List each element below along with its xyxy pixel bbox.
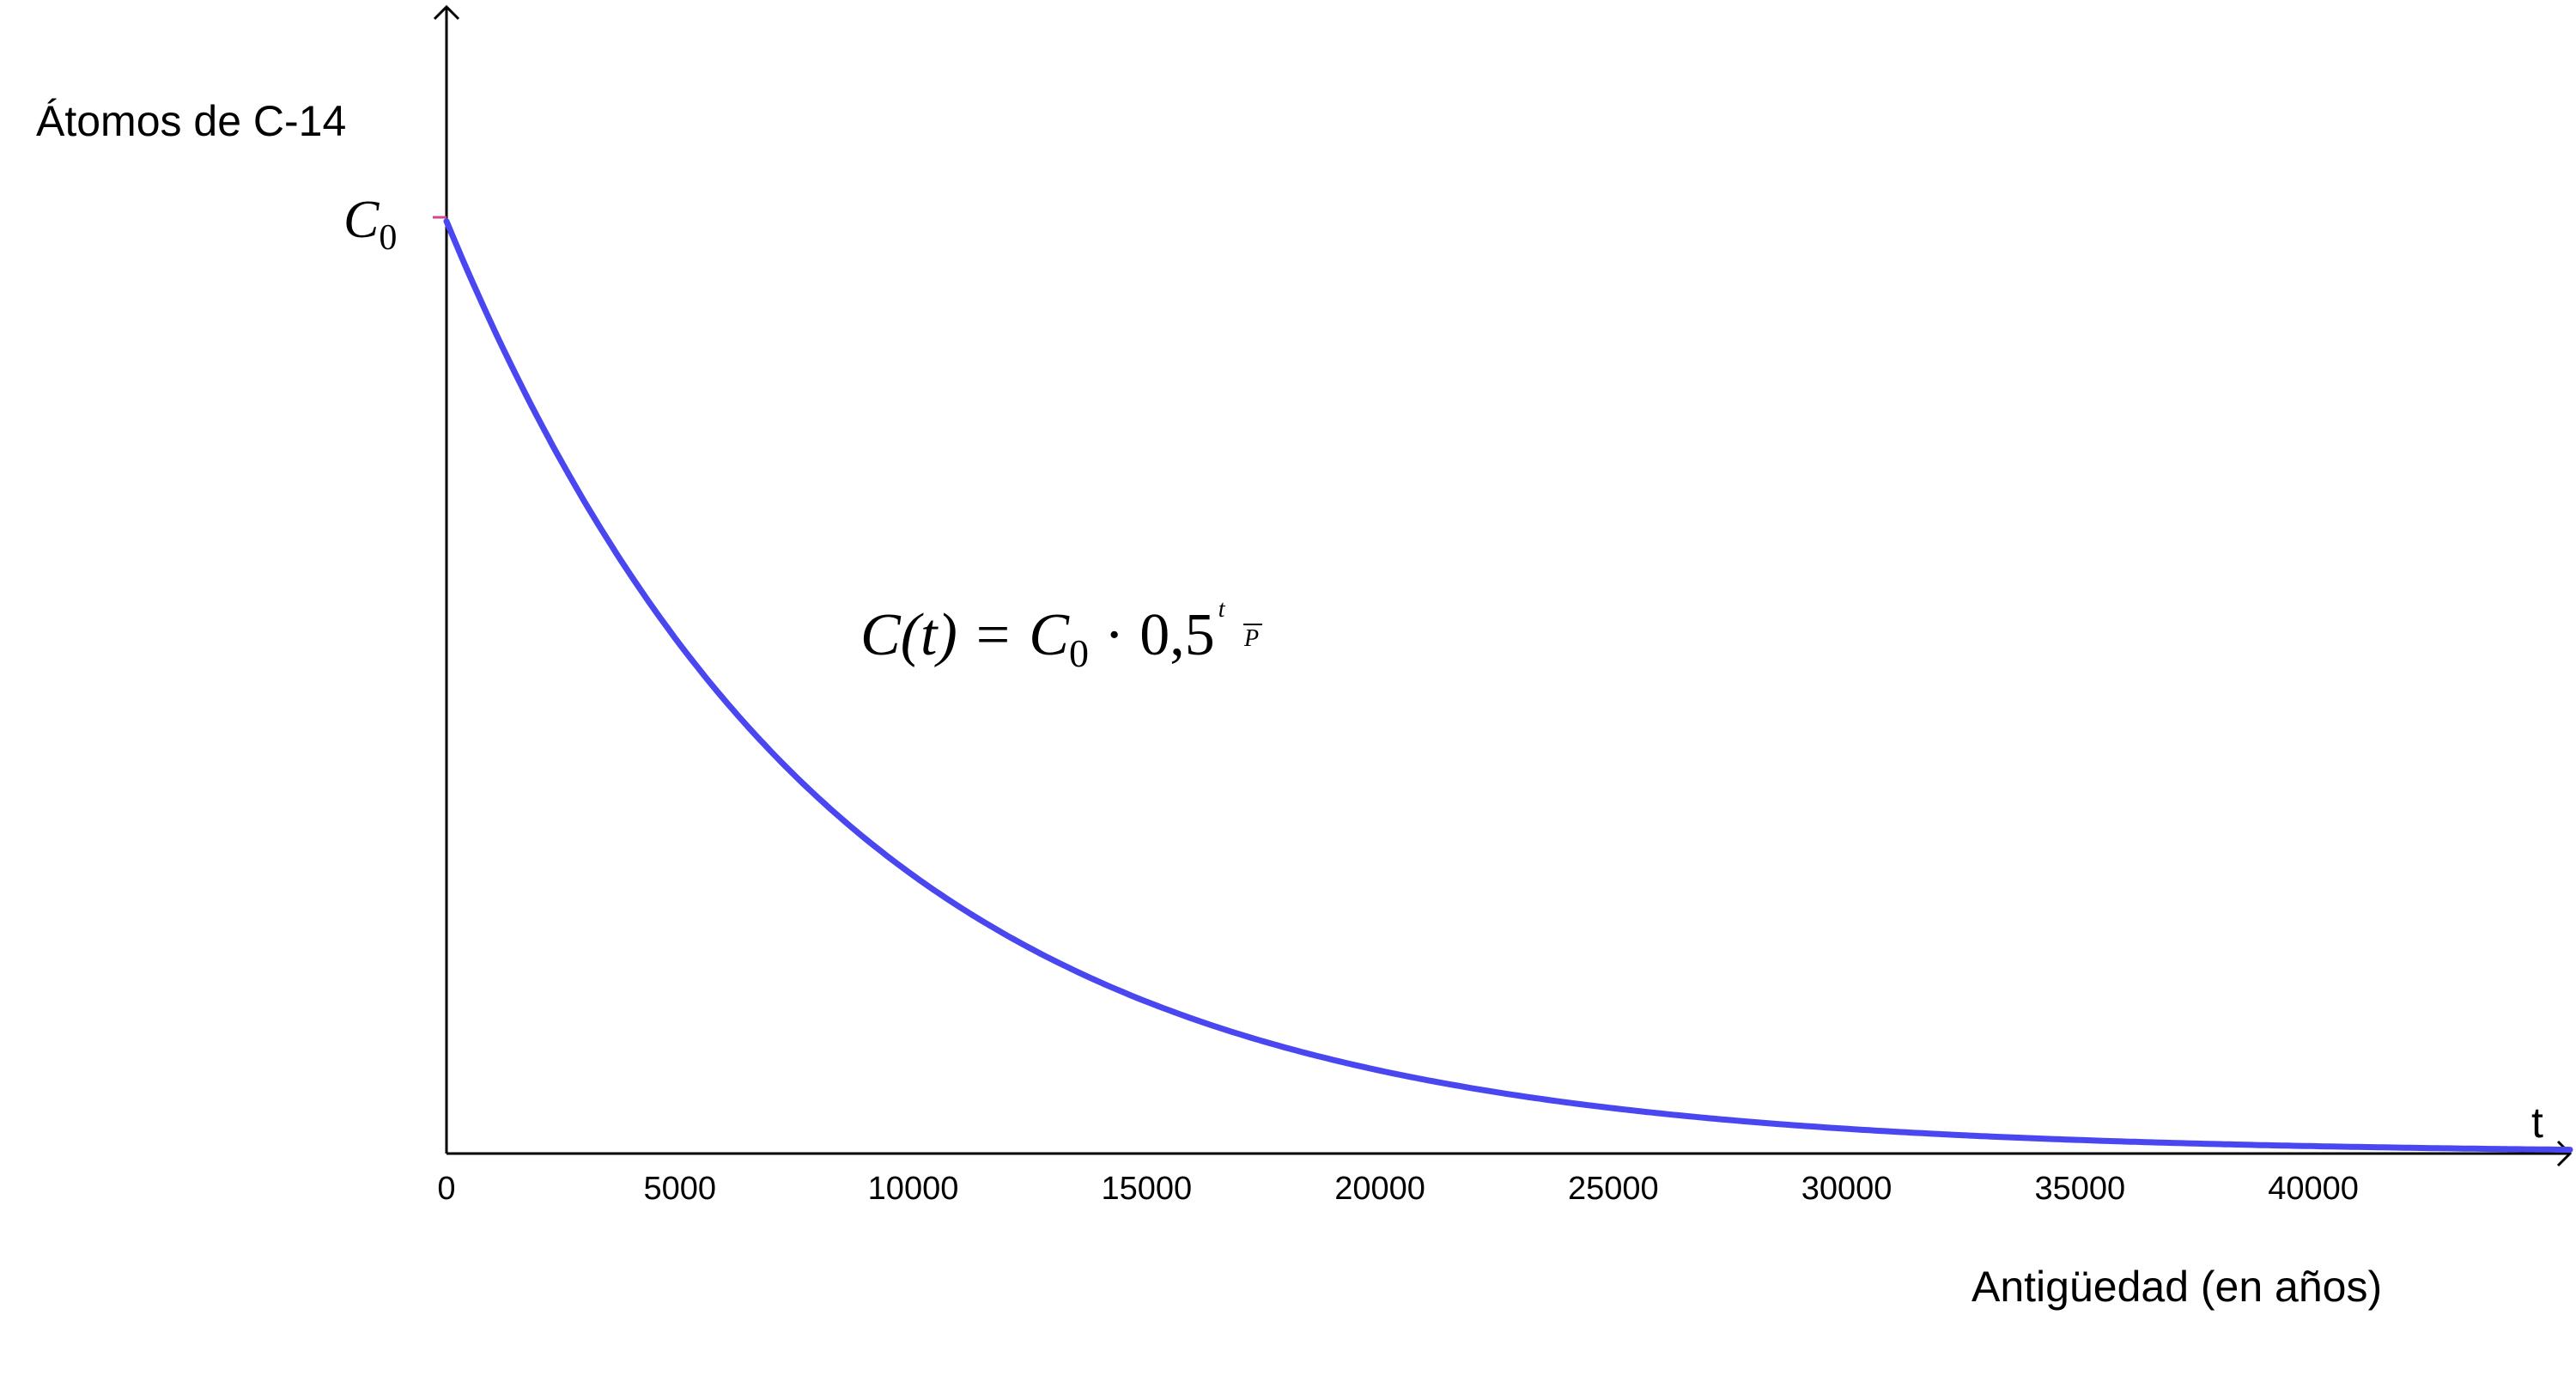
x-tick-label: 25000 (1568, 1171, 1659, 1207)
y-tick-label-c0: C0 (343, 191, 397, 258)
x-tick-label: 0 (437, 1171, 455, 1207)
x-tick-label: 35000 (2034, 1171, 2125, 1207)
x-tick-label: 5000 (643, 1171, 716, 1207)
formula-annotation: C(t) = C0 · 0,5 t (860, 596, 1226, 675)
x-tick-label: 15000 (1101, 1171, 1192, 1207)
formula-exponent-denominator: P (1243, 625, 1259, 652)
x-axis-ticks: 0 5000 10000 15000 20000 25000 30000 35000 40000 (437, 1171, 2358, 1207)
x-tick-label: 20000 (1334, 1171, 1425, 1207)
y-axis-label: Átomos de C-14 (36, 97, 346, 145)
y-axis-arrowhead (433, 4, 460, 21)
x-tick-label: 30000 (1801, 1171, 1893, 1207)
x-tick-label: 10000 (868, 1171, 959, 1207)
decay-curve (443, 218, 2573, 1154)
x-axis-label: Antigüedad (en años) (1971, 1263, 2382, 1311)
x-axis-arrowhead (2556, 1140, 2573, 1167)
x-axis-symbol: t (2531, 1099, 2543, 1147)
x-tick-label: 40000 (2268, 1171, 2359, 1207)
